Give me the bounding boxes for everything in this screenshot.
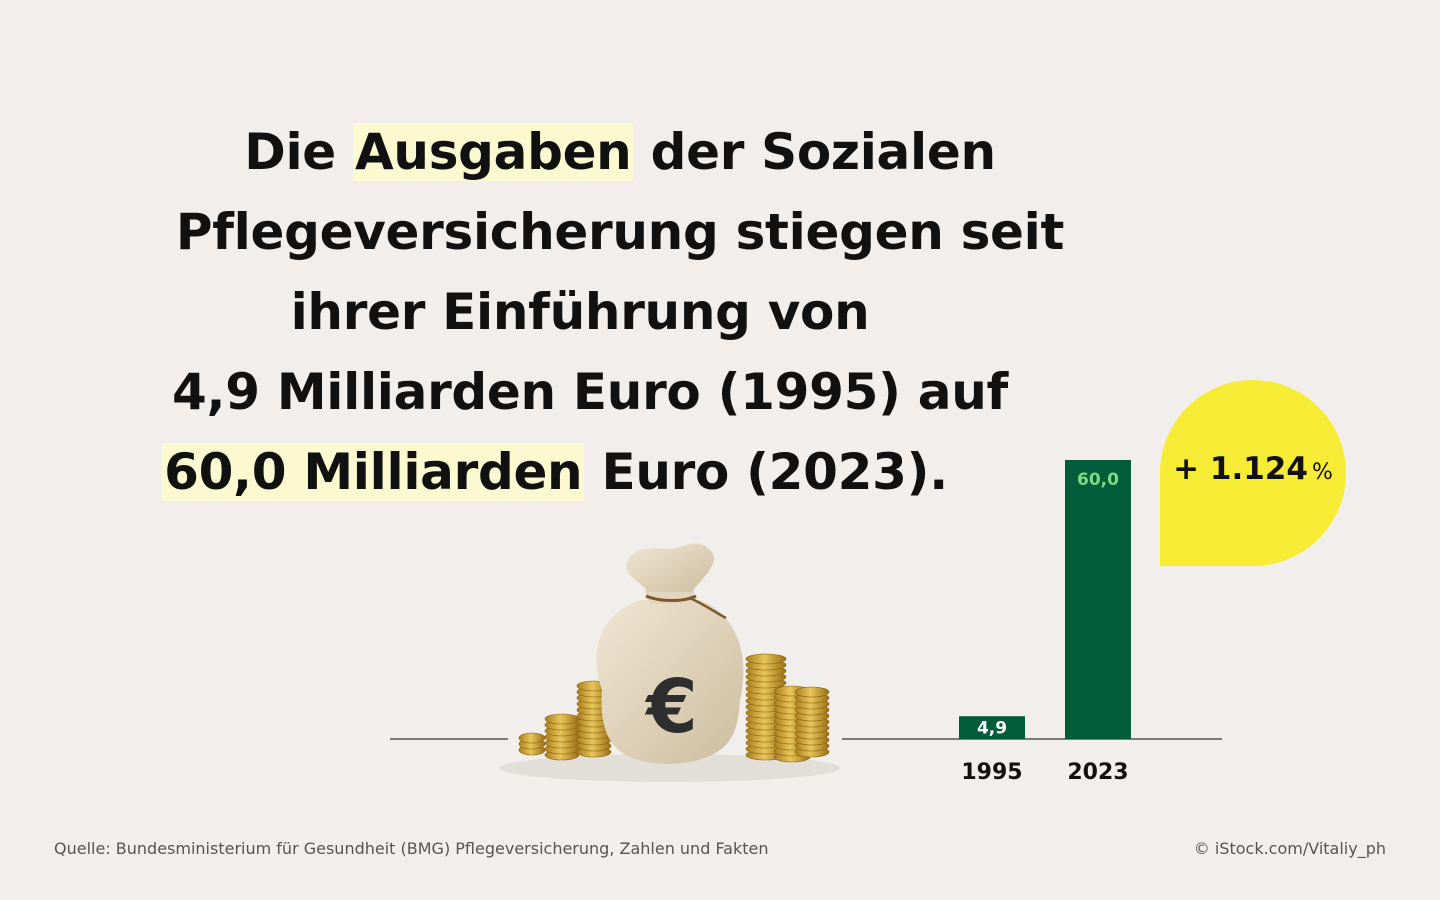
headline-line-2: Pflegeversicherung stiegen seit [175,203,1065,261]
headline-highlight-amount: 60,0 Milliarden [162,443,585,501]
headline-highlight-ausgaben: Ausgaben [353,123,634,181]
headline-text: der Sozialen [633,123,996,181]
bar-value-label-2023: 60,0 [1077,470,1119,490]
increase-badge-text: + 1.124% [1173,451,1333,487]
headline-text: Die [244,123,353,181]
headline-line-4: 4,9 Milliarden Euro (1995) auf [172,363,1008,421]
money-bag-with-coins-icon: € [500,543,840,782]
source-note: Quelle: Bundesministerium für Gesundheit… [54,839,769,858]
increase-unit: % [1311,460,1333,485]
bar-2023 [1065,460,1131,739]
euro-symbol: € [644,664,698,750]
headline-line-1: Die Ausgaben der Sozialen [110,112,1130,192]
bar-value-label-1995: 4,9 [977,719,1007,739]
headline: Die Ausgaben der Sozialen Pflegeversiche… [110,112,1130,512]
bar-1995 [959,716,1025,739]
category-label-2023: 2023 [1067,760,1128,785]
increase-badge: + 1.124% [1160,380,1346,566]
image-credit: © iStock.com/Vitaliy_ph [1193,839,1386,858]
increase-value: + 1.124 [1173,451,1308,487]
category-label-1995: 1995 [961,760,1022,785]
headline-line-3: ihrer Einführung von [290,283,870,341]
headline-text: Euro (2023). [584,443,948,501]
headline-line-5: 60,0 Milliarden Euro (2023). [110,432,1130,512]
